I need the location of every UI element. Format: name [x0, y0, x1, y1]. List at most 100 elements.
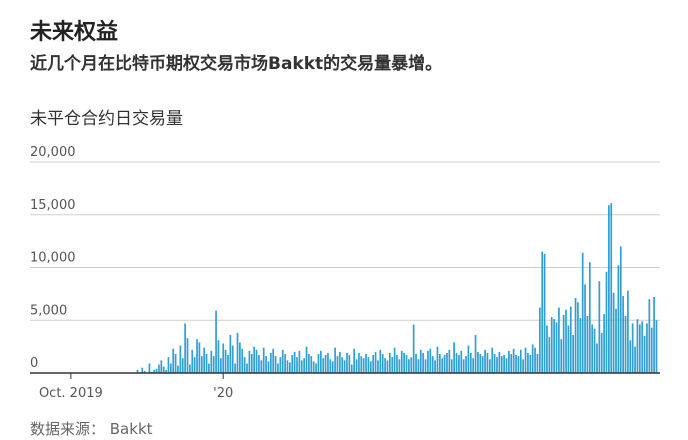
- chart-bar: [339, 351, 341, 373]
- chart-bar: [605, 271, 608, 373]
- chart-bar: [650, 327, 653, 373]
- chart-subtitle: 近几个月在比特币期权交易市场Bakkt的交易量暴增。: [30, 54, 443, 74]
- chart-bar: [360, 356, 363, 373]
- chart-bar: [355, 359, 358, 373]
- chart-bar: [615, 308, 617, 373]
- chart-bar: [210, 350, 213, 373]
- chart-bar: [177, 365, 179, 373]
- chart-bar: [581, 252, 584, 373]
- chart-bar: [600, 332, 603, 373]
- chart-bar: [565, 309, 567, 373]
- chart-bar: [517, 356, 520, 373]
- chart-bar: [560, 339, 563, 373]
- chart-bar: [510, 354, 513, 373]
- chart-bar: [369, 361, 372, 373]
- y-tick-label: 20,000: [30, 145, 76, 160]
- chart-bar: [255, 349, 258, 373]
- chart-bar: [386, 360, 389, 373]
- chart-bar: [434, 360, 436, 373]
- chart-bar: [350, 364, 353, 373]
- chart-bar: [158, 364, 160, 373]
- chart-bar: [572, 335, 575, 373]
- chart-bar: [500, 356, 503, 373]
- chart-bar: [591, 324, 594, 373]
- chart-bar: [479, 354, 482, 373]
- chart-bar: [555, 322, 558, 373]
- chart-bar: [522, 359, 525, 373]
- chart-bar: [248, 350, 251, 373]
- chart-bar: [477, 351, 479, 373]
- chart-bar: [341, 357, 344, 373]
- chart-bar: [574, 298, 577, 373]
- chart-bar: [550, 317, 553, 373]
- chart-bar: [329, 359, 332, 373]
- chart-bar: [453, 342, 455, 373]
- chart-bar: [536, 354, 539, 373]
- chart-bar: [481, 356, 484, 373]
- chart-bar: [141, 367, 144, 373]
- chart-bar: [203, 347, 206, 373]
- chart-bar: [446, 352, 448, 373]
- chart-bar: [493, 354, 496, 373]
- chart-bar: [212, 356, 215, 373]
- chart-bar: [277, 363, 279, 373]
- chart-bar: [310, 356, 313, 373]
- chart-bar: [172, 348, 175, 373]
- chart-bar: [303, 358, 306, 373]
- chart-bar: [174, 354, 177, 373]
- chart-bar: [484, 349, 486, 373]
- chart-bar: [279, 357, 282, 373]
- chart-bar: [258, 355, 260, 373]
- chart-bar: [191, 349, 194, 373]
- chart-bar: [441, 358, 444, 373]
- chart-bar: [155, 368, 158, 373]
- chart-bar: [136, 369, 139, 373]
- chart-bar: [422, 352, 425, 373]
- chart-axes: Oct. 2019 '20: [30, 372, 660, 401]
- chart-bar: [527, 352, 529, 373]
- chart-bar: [222, 343, 225, 373]
- chart-bar: [398, 359, 401, 373]
- chart-bar: [315, 363, 317, 373]
- chart-bar: [289, 362, 291, 373]
- chart-bar: [474, 335, 477, 373]
- chart-bar: [503, 355, 505, 373]
- chart-bar: [169, 363, 172, 373]
- chart-bar: [488, 359, 491, 373]
- chart-bar: [653, 297, 655, 373]
- chart-bar: [515, 355, 517, 373]
- y-tick-label: 0: [30, 356, 38, 371]
- chart-bar: [429, 348, 432, 373]
- chart-bar: [389, 352, 391, 373]
- chart-bar: [462, 359, 465, 373]
- chart-bar: [619, 246, 622, 373]
- chart-bar: [598, 281, 601, 373]
- chart-bar: [353, 348, 355, 373]
- y-tick-label: 15,000: [30, 198, 76, 213]
- chart-bar: [227, 355, 229, 373]
- chart-bar: [336, 356, 339, 373]
- chart-bar: [250, 354, 253, 373]
- chart-bar: [631, 323, 634, 373]
- chart-bar: [198, 342, 201, 373]
- chart-bar: [322, 358, 325, 373]
- chart-bar: [588, 262, 591, 373]
- chart-bar: [465, 356, 467, 373]
- chart-bar: [569, 306, 572, 373]
- chart-bar: [262, 347, 265, 373]
- chart-bar: [208, 363, 210, 373]
- chart-bar: [577, 302, 579, 373]
- chart-bar: [167, 357, 170, 373]
- chart-bar: [374, 351, 377, 373]
- chart-bar: [317, 354, 320, 373]
- chart-bar: [269, 352, 272, 373]
- chart-bar: [234, 363, 236, 373]
- chart-bar: [403, 352, 405, 373]
- x-tick-label: '20: [213, 386, 233, 401]
- chart-bar: [608, 205, 610, 373]
- chart-bar: [186, 338, 189, 373]
- chart-bar: [469, 352, 472, 373]
- chart-bar: [241, 348, 244, 373]
- chart-bar: [450, 359, 453, 373]
